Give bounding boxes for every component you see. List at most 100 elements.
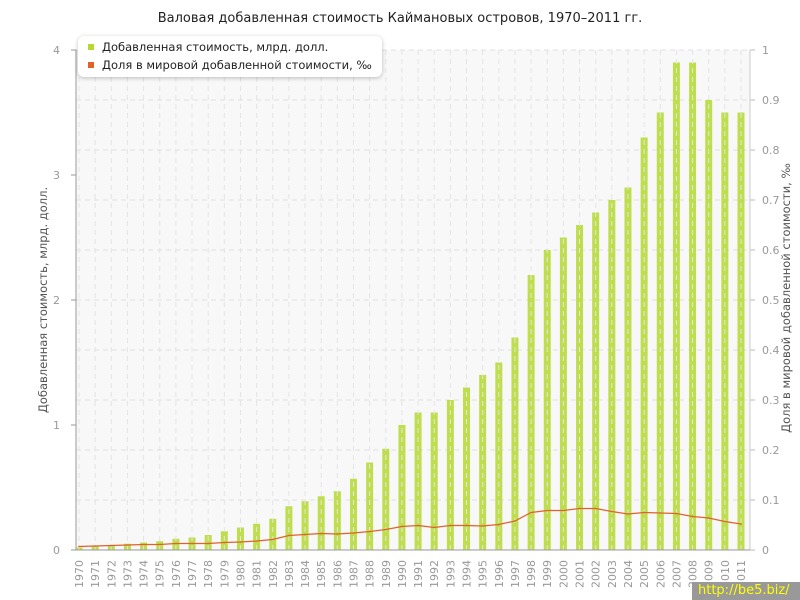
bar: [317, 496, 325, 550]
x-tick-label: 1975: [154, 560, 167, 588]
line-point: [627, 513, 629, 515]
bar: [301, 501, 309, 550]
watermark[interactable]: http://be5.biz/: [692, 582, 800, 600]
bar: [543, 250, 551, 550]
line-point: [417, 524, 419, 527]
line-point: [223, 541, 226, 544]
bar: [592, 212, 600, 550]
y2-tick-label: 0.6: [762, 244, 780, 257]
x-tick-label: 1991: [412, 560, 425, 588]
y-tick-label: 0: [53, 544, 60, 557]
y2-tick-label: 0.7: [762, 194, 780, 207]
line-point: [271, 538, 274, 541]
line-point: [78, 545, 80, 548]
line-point: [498, 523, 500, 526]
legend-label: Доля в мировой добавленной стоимости, ‰: [102, 58, 372, 72]
x-tick-label: 2005: [638, 560, 651, 588]
x-tick-label: 1976: [170, 560, 183, 588]
line-point: [142, 543, 145, 546]
y2-axis-label: Доля в мировой добавленной стоимости, ‰: [779, 163, 793, 433]
y-tick-label: 4: [53, 44, 60, 57]
y2-tick-label: 0.9: [762, 94, 780, 107]
legend: Добавленная стоимость, млрд. долл. Доля …: [78, 36, 382, 77]
bar: [479, 375, 487, 550]
x-tick-label: 1993: [444, 560, 457, 588]
line-point: [94, 545, 96, 547]
x-tick-label: 1982: [267, 560, 280, 588]
x-tick-label: 2006: [654, 560, 667, 588]
line-point: [643, 511, 645, 514]
y2-tick-label: 0: [762, 544, 769, 557]
x-tick-label: 2011: [735, 560, 748, 588]
x-tick-label: 1999: [541, 560, 554, 588]
line-point: [449, 524, 452, 527]
y2-tick-label: 0.5: [762, 294, 780, 307]
legend-swatch: [88, 44, 94, 50]
line-point: [594, 507, 597, 510]
line-point: [530, 511, 532, 514]
bar: [204, 535, 212, 550]
x-tick-label: 1972: [105, 560, 118, 588]
line-point: [675, 512, 678, 515]
line-point: [611, 510, 613, 513]
line-point: [401, 525, 403, 528]
line-point: [158, 543, 161, 546]
x-tick-label: 2009: [703, 560, 716, 588]
line-point: [239, 541, 242, 543]
line-point: [110, 544, 113, 547]
x-tick-label: 1994: [461, 560, 474, 588]
line-point: [724, 520, 726, 523]
x-tick-label: 1981: [251, 560, 264, 588]
x-tick-label: 1983: [283, 560, 296, 588]
y-axis-label: Добавленная стоимость, млрд. долл.: [36, 187, 50, 413]
x-tick-label: 1986: [331, 560, 344, 588]
x-tick-label: 2004: [622, 560, 635, 588]
line-point: [465, 524, 468, 527]
line-point: [304, 533, 306, 536]
bar: [172, 538, 180, 550]
line-point: [562, 509, 565, 512]
line-point: [384, 528, 387, 531]
y2-tick-label: 0.3: [762, 394, 780, 407]
legend-swatch: [88, 62, 94, 68]
x-tick-label: 1979: [218, 560, 231, 588]
x-tick-label: 1998: [525, 560, 538, 588]
line-point: [320, 532, 322, 535]
line-point: [481, 525, 484, 527]
line-point: [578, 507, 581, 510]
line-point: [352, 532, 355, 534]
x-tick-label: 1974: [138, 560, 151, 588]
x-tick-label: 1977: [186, 560, 199, 588]
bar: [511, 337, 519, 550]
bar: [382, 448, 390, 550]
line-point: [175, 542, 177, 545]
chart-title: Валовая добавленная стоимость Каймановых…: [158, 11, 643, 26]
line-point: [740, 523, 742, 525]
x-tick-label: 2002: [590, 560, 603, 588]
line-point: [707, 517, 710, 519]
legend-item-bar[interactable]: Добавленная стоимость, млрд. долл.: [88, 38, 372, 56]
y2-tick-label: 0.8: [762, 144, 780, 157]
legend-item-line[interactable]: Доля в мировой добавленной стоимости, ‰: [88, 56, 372, 74]
legend-label: Добавленная стоимость, млрд. долл.: [102, 40, 329, 54]
x-tick-label: 1973: [121, 560, 134, 588]
line-point: [546, 509, 549, 512]
line-point: [659, 512, 662, 514]
x-tick-label: 2001: [574, 560, 587, 588]
x-tick-label: 1989: [380, 560, 393, 588]
line-point: [514, 520, 516, 522]
y2-tick-label: 0.1: [762, 494, 780, 507]
line-point: [288, 534, 290, 537]
x-tick-label: 1987: [347, 560, 360, 588]
x-tick-label: 1990: [396, 560, 409, 588]
x-tick-label: 1988: [364, 560, 377, 588]
y2-tick-label: 1: [762, 44, 769, 57]
x-tick-label: 1995: [477, 560, 490, 588]
x-tick-label: 2000: [557, 560, 570, 588]
bar: [349, 478, 357, 550]
bar: [269, 518, 277, 550]
bar: [430, 412, 438, 550]
bar: [640, 137, 648, 550]
